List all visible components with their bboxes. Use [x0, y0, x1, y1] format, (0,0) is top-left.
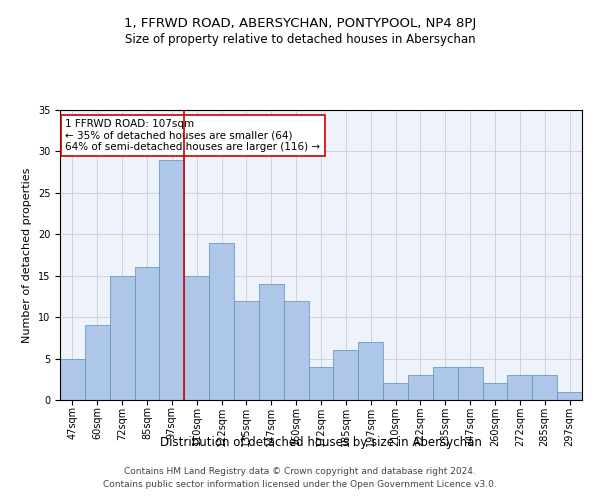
Bar: [85, 326, 110, 400]
Bar: [557, 392, 582, 400]
Bar: [458, 367, 482, 400]
Bar: [160, 160, 184, 400]
Text: Contains HM Land Registry data © Crown copyright and database right 2024.: Contains HM Land Registry data © Crown c…: [124, 467, 476, 476]
Bar: [482, 384, 508, 400]
Bar: [209, 242, 234, 400]
Text: Size of property relative to detached houses in Abersychan: Size of property relative to detached ho…: [125, 32, 475, 46]
Text: Distribution of detached houses by size in Abersychan: Distribution of detached houses by size …: [160, 436, 482, 449]
Bar: [259, 284, 284, 400]
Bar: [134, 268, 160, 400]
Bar: [508, 375, 532, 400]
Y-axis label: Number of detached properties: Number of detached properties: [22, 168, 32, 342]
Bar: [334, 350, 358, 400]
Text: Contains public sector information licensed under the Open Government Licence v3: Contains public sector information licen…: [103, 480, 497, 489]
Bar: [308, 367, 334, 400]
Bar: [60, 358, 85, 400]
Bar: [532, 375, 557, 400]
Bar: [358, 342, 383, 400]
Bar: [408, 375, 433, 400]
Bar: [184, 276, 209, 400]
Bar: [433, 367, 458, 400]
Bar: [110, 276, 134, 400]
Bar: [383, 384, 408, 400]
Text: 1 FFRWD ROAD: 107sqm
← 35% of detached houses are smaller (64)
64% of semi-detac: 1 FFRWD ROAD: 107sqm ← 35% of detached h…: [65, 118, 320, 152]
Bar: [284, 300, 308, 400]
Text: 1, FFRWD ROAD, ABERSYCHAN, PONTYPOOL, NP4 8PJ: 1, FFRWD ROAD, ABERSYCHAN, PONTYPOOL, NP…: [124, 18, 476, 30]
Bar: [234, 300, 259, 400]
